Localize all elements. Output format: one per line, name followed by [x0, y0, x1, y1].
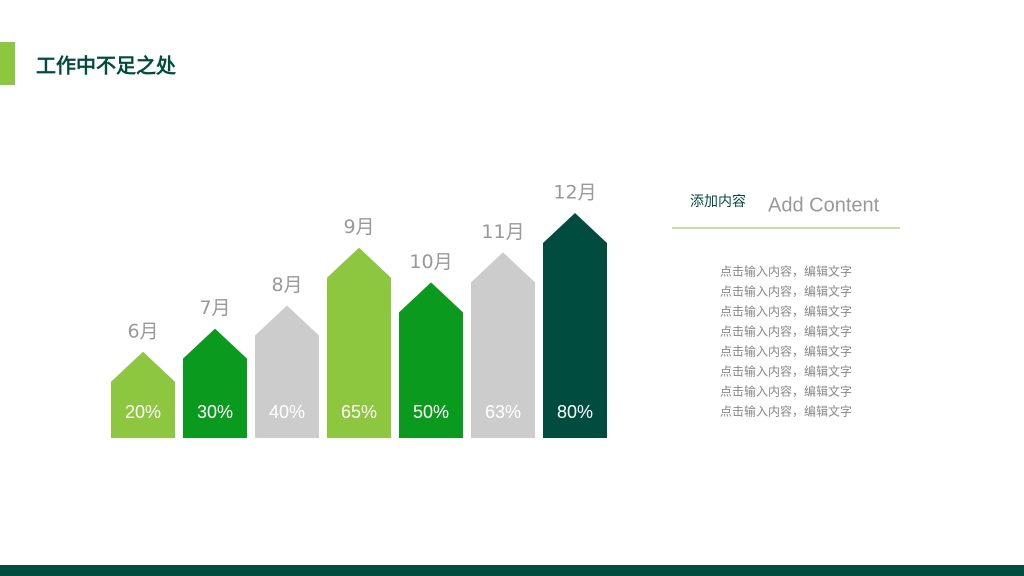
category-label: 6月: [127, 320, 158, 342]
arrow-bar: [327, 247, 391, 438]
side-text-line: 点击输入内容，编辑文字: [720, 284, 852, 299]
side-text-line: 点击输入内容，编辑文字: [720, 344, 852, 359]
category-label: 10月: [409, 251, 452, 273]
side-text-line: 点击输入内容，编辑文字: [720, 264, 852, 279]
slide-title: 工作中不足之处: [36, 54, 177, 78]
value-label: 40%: [269, 402, 305, 422]
value-label: 50%: [413, 402, 449, 422]
category-label: 8月: [271, 274, 302, 296]
category-label: 12月: [553, 182, 596, 204]
arrow-bar: [399, 282, 463, 438]
arrow-bar: [543, 213, 607, 438]
category-label: 9月: [343, 216, 374, 238]
arrow-bar: [255, 305, 319, 438]
category-label: 11月: [481, 221, 524, 243]
value-label: 65%: [341, 402, 377, 422]
value-label: 63%: [485, 402, 521, 422]
side-text-line: 点击输入内容，编辑文字: [720, 324, 852, 339]
value-label: 20%: [125, 402, 161, 422]
side-text-line: 点击输入内容，编辑文字: [720, 364, 852, 379]
footer-bar: [0, 565, 1024, 576]
side-subheading: Add Content: [768, 194, 880, 216]
side-text-line: 点击输入内容，编辑文字: [720, 384, 852, 399]
arrow-bar: [471, 252, 535, 438]
side-text-line: 点击输入内容，编辑文字: [720, 404, 852, 419]
value-label: 80%: [557, 402, 593, 422]
arrow-bar: [111, 351, 175, 438]
value-label: 30%: [197, 402, 233, 422]
side-text-line: 点击输入内容，编辑文字: [720, 304, 852, 319]
title-accent: [0, 42, 15, 85]
arrow-bar: [183, 328, 247, 438]
category-label: 7月: [199, 297, 230, 319]
side-heading: 添加内容: [690, 193, 746, 210]
